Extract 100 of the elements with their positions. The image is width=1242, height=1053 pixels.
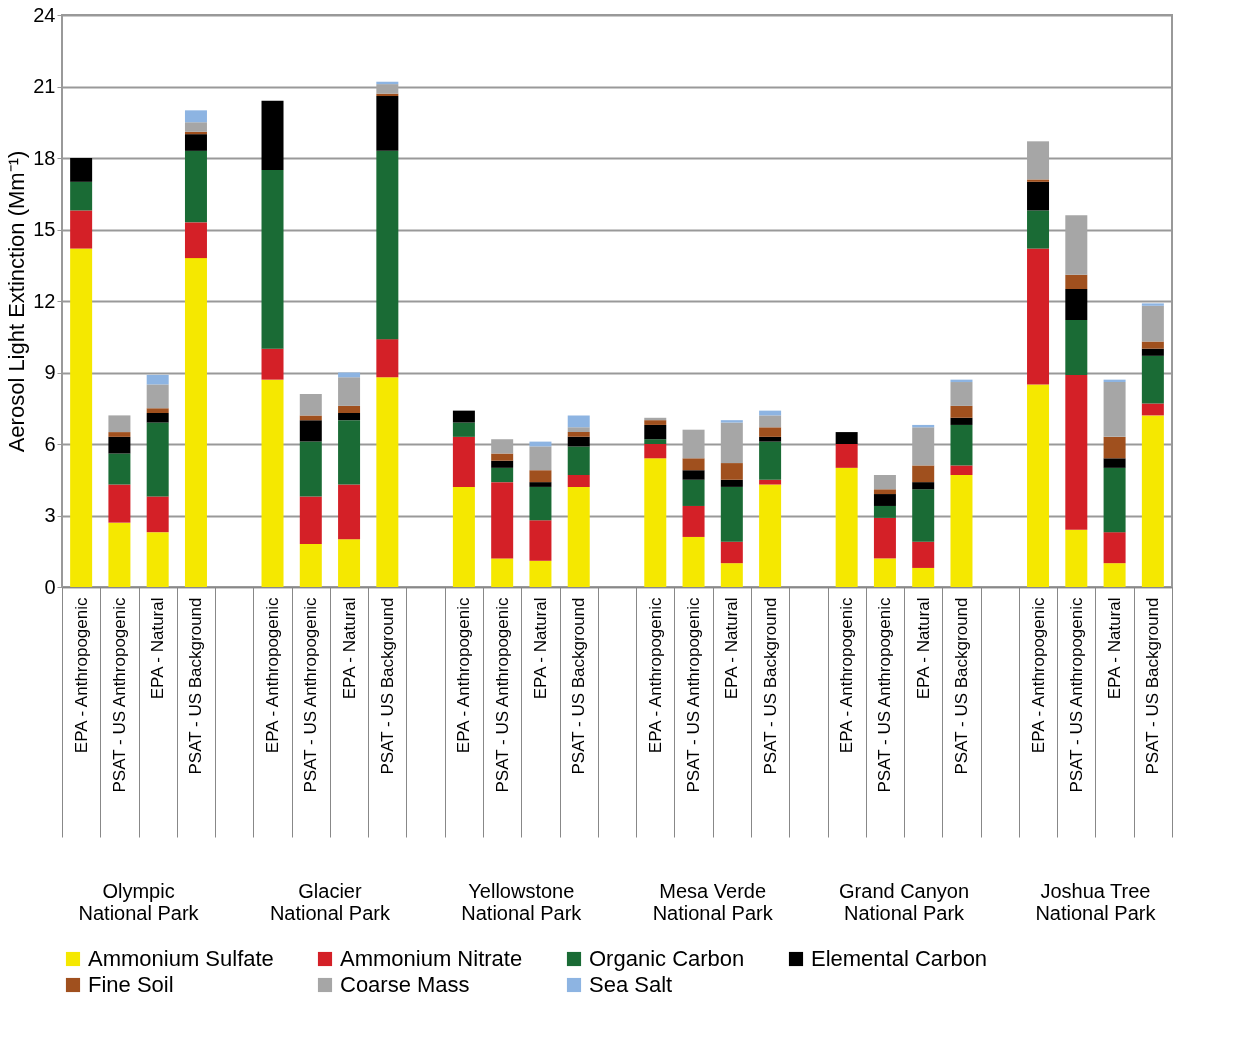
bar bbox=[567, 427, 590, 433]
y-tick-label: 6 bbox=[44, 432, 56, 455]
bar bbox=[184, 134, 207, 151]
bar bbox=[835, 432, 858, 444]
bar bbox=[338, 405, 361, 414]
bar bbox=[108, 436, 131, 454]
bar bbox=[1141, 415, 1164, 587]
x-tick-label: EPA - Natural bbox=[913, 597, 933, 700]
bar bbox=[835, 467, 858, 587]
bar bbox=[1065, 374, 1088, 530]
bar bbox=[1141, 355, 1164, 404]
bar bbox=[873, 517, 896, 559]
bar bbox=[146, 496, 169, 533]
bar bbox=[261, 169, 284, 349]
bar bbox=[682, 536, 705, 587]
x-tick-label: EPA - Natural bbox=[530, 597, 550, 700]
bar bbox=[184, 222, 207, 259]
bar bbox=[873, 505, 896, 518]
bar bbox=[1027, 181, 1050, 211]
bar bbox=[338, 420, 361, 485]
x-tick-label: EPA - Natural bbox=[148, 597, 168, 700]
bar bbox=[1103, 458, 1126, 468]
x-tick-label: EPA - Anthropogenic bbox=[1028, 597, 1048, 754]
bar bbox=[950, 405, 973, 418]
bar bbox=[912, 427, 935, 466]
bar bbox=[835, 444, 858, 468]
bar bbox=[108, 484, 131, 523]
bar bbox=[567, 432, 590, 437]
bar bbox=[950, 424, 973, 466]
x-tick-label: EPA - Anthropogenic bbox=[645, 597, 665, 754]
bar bbox=[759, 415, 782, 428]
bar bbox=[491, 558, 514, 587]
bar bbox=[1103, 467, 1126, 533]
legend-label: Fine Soil bbox=[88, 972, 174, 997]
bar bbox=[146, 413, 169, 423]
x-tick-label: PSAT - US Anthropogenic bbox=[684, 597, 704, 793]
legend-label: Ammonium Sulfate bbox=[88, 946, 274, 971]
bar bbox=[261, 379, 284, 587]
bar bbox=[720, 563, 743, 587]
bar bbox=[1103, 436, 1126, 459]
x-tick-label: EPA - Anthropogenic bbox=[837, 597, 857, 754]
x-tick-label: PSAT - US Background bbox=[1143, 597, 1163, 775]
bar bbox=[376, 150, 399, 340]
bar bbox=[184, 258, 207, 587]
bar bbox=[759, 427, 782, 437]
bar bbox=[644, 439, 667, 444]
y-tick-label: 0 bbox=[44, 575, 56, 598]
x-tick-label: PSAT - US Anthropogenic bbox=[875, 597, 895, 793]
bar bbox=[376, 339, 399, 378]
x-tick-label: EPA - Natural bbox=[339, 597, 359, 700]
bar bbox=[1141, 305, 1164, 342]
bar bbox=[720, 463, 743, 480]
bar bbox=[108, 453, 131, 485]
x-tick-label: PSAT - US Background bbox=[569, 597, 589, 775]
y-tick-label: 15 bbox=[33, 218, 56, 240]
bar bbox=[567, 436, 590, 447]
y-tick-label: 21 bbox=[33, 75, 56, 97]
x-tick-label: EPA - Anthropogenic bbox=[454, 597, 474, 754]
bar bbox=[912, 489, 935, 542]
bar bbox=[70, 248, 93, 587]
bar bbox=[452, 422, 475, 437]
bar bbox=[1103, 382, 1126, 437]
bar bbox=[720, 422, 743, 464]
bar bbox=[912, 465, 935, 483]
bar bbox=[376, 96, 399, 151]
bar bbox=[491, 467, 514, 483]
y-tick-label: 12 bbox=[33, 289, 56, 312]
bar bbox=[529, 482, 552, 487]
bar bbox=[146, 422, 169, 497]
legend-label: Coarse Mass bbox=[340, 972, 470, 997]
bar bbox=[950, 417, 973, 425]
text: Mesa Verde National Park bbox=[652, 880, 774, 924]
legend-label: Ammonium Nitrate bbox=[340, 946, 523, 971]
bar bbox=[1065, 289, 1088, 321]
bar bbox=[452, 436, 475, 487]
bar bbox=[146, 374, 169, 385]
bar bbox=[644, 424, 667, 440]
text: Grand Canyon National Park bbox=[839, 880, 970, 924]
bar bbox=[299, 415, 322, 421]
bar bbox=[1027, 384, 1050, 587]
bar bbox=[376, 84, 399, 94]
bar bbox=[299, 393, 322, 416]
bar bbox=[108, 522, 131, 587]
bar bbox=[720, 486, 743, 542]
bar bbox=[567, 474, 590, 487]
bar bbox=[184, 150, 207, 223]
bar bbox=[184, 110, 207, 123]
bar bbox=[338, 377, 361, 406]
bar bbox=[720, 541, 743, 564]
bar bbox=[529, 560, 552, 587]
x-tick-label: EPA - Anthropogenic bbox=[263, 597, 283, 754]
bar bbox=[1065, 320, 1088, 375]
bar bbox=[912, 482, 935, 490]
bar bbox=[1027, 210, 1050, 249]
bar bbox=[682, 505, 705, 537]
bar bbox=[146, 384, 169, 409]
bar bbox=[1065, 529, 1088, 587]
bar bbox=[529, 446, 552, 471]
x-tick-label: PSAT - US Anthropogenic bbox=[1066, 597, 1086, 793]
bar bbox=[682, 429, 705, 459]
